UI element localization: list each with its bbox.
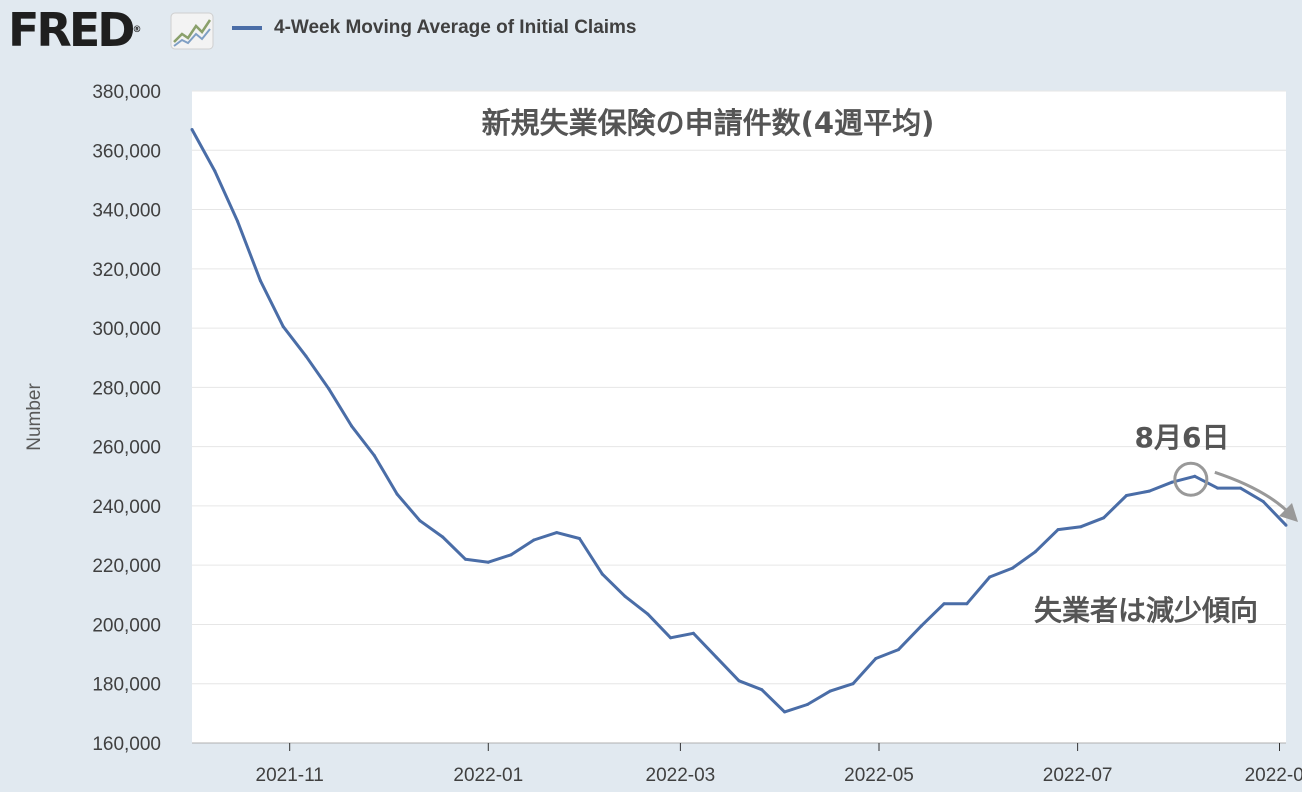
y-tick-label: 160,000 — [92, 734, 161, 755]
data-point — [942, 602, 946, 606]
data-point — [988, 575, 992, 579]
data-point — [783, 710, 787, 714]
annotation-marks — [1173, 461, 1298, 522]
y-tick-label: 300,000 — [92, 319, 161, 340]
y-tick-label: 220,000 — [92, 556, 161, 577]
x-tick-label: 2022-01 — [453, 765, 523, 786]
data-point — [1125, 494, 1128, 497]
data-point — [555, 531, 559, 535]
x-tick-label: 2022-07 — [1043, 765, 1113, 786]
data-point — [874, 657, 878, 660]
data-point — [372, 454, 376, 457]
data-point — [236, 219, 240, 223]
y-tick-label: 340,000 — [92, 201, 161, 222]
data-point — [669, 636, 673, 640]
data-point — [691, 631, 695, 635]
data-point — [464, 557, 467, 561]
y-axis: 160,000 180,000 200,000 220,000 240,000 260,0… — [92, 82, 161, 755]
data-point — [623, 594, 627, 598]
data-point — [714, 655, 718, 659]
data-point — [350, 424, 353, 428]
data-point — [1284, 523, 1288, 527]
data-point — [1261, 500, 1265, 503]
data-point — [509, 553, 513, 557]
y-tick-label: 200,000 — [92, 615, 161, 636]
y-axis-label: Number — [24, 383, 45, 451]
data-point — [213, 169, 217, 173]
plot-area — [192, 91, 1286, 743]
legend-swatch — [232, 26, 262, 30]
data-point — [304, 354, 308, 358]
data-point — [737, 679, 741, 683]
x-tick-label: 2022-03 — [646, 765, 716, 786]
data-point — [1238, 486, 1242, 490]
fred-logo[interactable]: FRED® — [8, 2, 141, 58]
data-point — [190, 128, 194, 131]
data-point — [1216, 486, 1220, 490]
chart-header: FRED® 4-Week Moving Average of Initial C… — [0, 0, 1302, 60]
data-point — [532, 538, 536, 542]
fred-graph-icon — [170, 12, 214, 50]
x-tick-label: 2021-11 — [256, 765, 324, 786]
data-point — [1056, 528, 1060, 532]
series-layer — [190, 128, 1288, 714]
data-point — [805, 703, 809, 706]
data-point — [760, 688, 764, 692]
data-point — [1033, 550, 1037, 554]
data-point — [441, 535, 445, 539]
data-point — [828, 689, 832, 693]
legend-label: 4-Week Moving Average of Initial Claims — [274, 17, 637, 38]
data-point — [1102, 516, 1106, 520]
y-tick-label: 380,000 — [92, 82, 161, 103]
data-point — [1079, 525, 1083, 529]
y-tick-label: 280,000 — [92, 378, 161, 399]
data-point — [418, 519, 422, 523]
annotation-date: 8月6日 — [1135, 421, 1230, 454]
x-tick-label: 2022-05 — [844, 765, 914, 786]
data-point — [258, 279, 262, 283]
data-point — [1193, 474, 1197, 478]
registered-mark-icon: ® — [132, 25, 142, 35]
data-point — [486, 560, 490, 564]
data-point — [578, 537, 581, 540]
data-point — [919, 624, 923, 628]
data-point — [1011, 566, 1014, 570]
data-point — [600, 572, 604, 576]
data-point — [897, 648, 900, 652]
y-tick-label: 240,000 — [92, 497, 161, 518]
highlight-circle — [1173, 461, 1209, 497]
data-point — [646, 612, 650, 616]
data-point — [1147, 489, 1151, 493]
fred-logo-text: FRED — [8, 3, 135, 57]
x-axis: 2021-11 2022-01 2022-03 2022-05 2022-07 2022-… — [192, 742, 1302, 786]
data-point — [327, 387, 331, 391]
annotation-trend: 失業者は減少傾向 — [1034, 594, 1258, 627]
data-point — [851, 682, 855, 686]
data-point — [1170, 480, 1174, 484]
legend: 4-Week Moving Average of Initial Claims — [232, 16, 637, 40]
y-tick-label: 180,000 — [92, 675, 161, 696]
y-tick-label: 320,000 — [92, 260, 161, 281]
x-tick-label: 2022-09 — [1245, 765, 1302, 786]
arrowhead-icon — [1279, 503, 1298, 522]
y-tick-label: 260,000 — [92, 438, 161, 459]
data-point — [965, 602, 969, 606]
y-tick-label: 360,000 — [92, 141, 161, 162]
annotation-title: 新規失業保険の申請件数(4週平均) — [482, 106, 935, 140]
data-point — [281, 325, 285, 329]
trend-arrow-icon — [1214, 470, 1288, 512]
data-point — [395, 492, 399, 496]
